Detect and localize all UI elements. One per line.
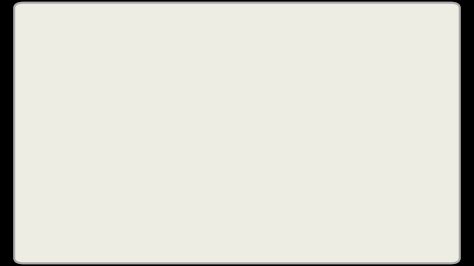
Text: = R: = R xyxy=(119,45,197,83)
Text: 1: 1 xyxy=(162,62,174,80)
Text: Example:: Example: xyxy=(79,95,145,109)
Text: R: R xyxy=(79,45,111,83)
FancyBboxPatch shape xyxy=(183,193,310,234)
Text: 300Ω: 300Ω xyxy=(285,131,334,149)
Text: =: = xyxy=(155,204,174,224)
Text: + R: + R xyxy=(173,45,251,83)
Text: 400Ω: 400Ω xyxy=(214,204,279,224)
Text: wiki: wiki xyxy=(384,242,403,252)
Text: eq: eq xyxy=(99,62,123,80)
Text: How: How xyxy=(400,242,424,252)
Text: + ... R: + ... R xyxy=(230,45,363,83)
Text: = 100Ω + 300Ω: = 100Ω + 300Ω xyxy=(154,166,320,185)
Text: 2: 2 xyxy=(219,62,232,80)
Text: n: n xyxy=(320,62,334,80)
Text: 100Ω: 100Ω xyxy=(179,131,227,149)
